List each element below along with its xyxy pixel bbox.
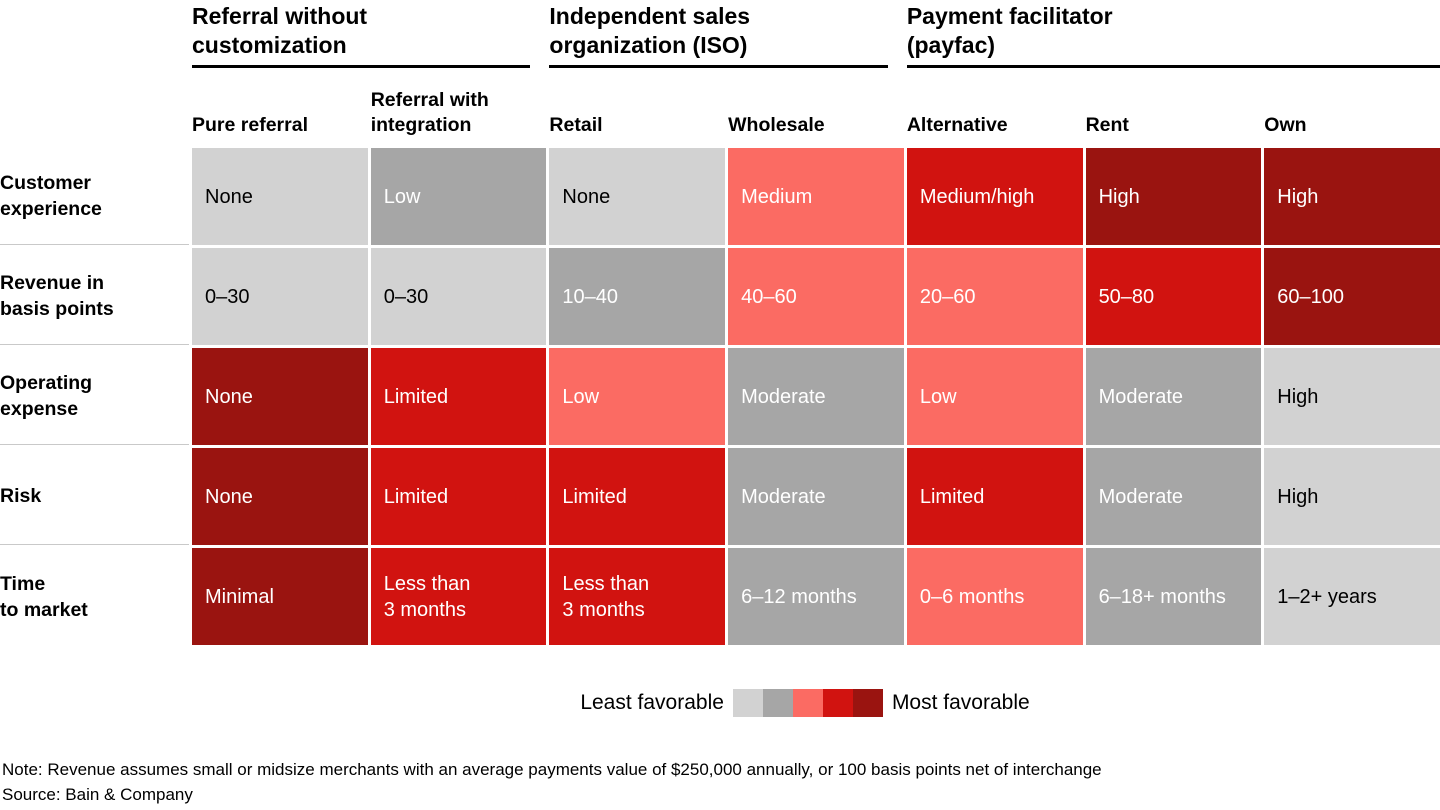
legend-swatch <box>762 689 793 717</box>
matrix-cell: 50–80 <box>1085 248 1262 345</box>
row-label: Customer experience <box>0 148 189 245</box>
matrix-cell: Low <box>549 348 726 445</box>
group-header: Payment facilitator (payfac) <box>906 0 1440 68</box>
matrix-cell: None <box>549 148 726 245</box>
footer: Note: Revenue assumes small or midsize m… <box>2 757 1102 807</box>
matrix-cell: 1–2+ years <box>1264 548 1440 645</box>
legend-swatch <box>792 689 823 717</box>
matrix-cell: 6–18+ months <box>1085 548 1262 645</box>
matrix-cell: 6–12 months <box>728 548 904 645</box>
matrix-cell: Limited <box>906 448 1083 545</box>
matrix-cell: Moderate <box>728 348 904 445</box>
matrix-cell: 0–30 <box>192 248 368 345</box>
column-header: Referral with integration <box>370 89 489 136</box>
group-header: Referral without customization <box>192 0 531 68</box>
matrix-cell: Limited <box>370 348 547 445</box>
matrix-cell: 0–6 months <box>906 548 1083 645</box>
legend-swatch <box>852 689 883 717</box>
legend-swatch <box>822 689 853 717</box>
group-header-spacer <box>0 0 189 68</box>
matrix-cell: Limited <box>549 448 726 545</box>
favorability-table: Referral without customization Independen… <box>0 0 1440 645</box>
legend-least-label: Least favorable <box>580 691 724 714</box>
matrix-cell: 60–100 <box>1264 248 1440 345</box>
matrix-cell: 40–60 <box>728 248 904 345</box>
matrix-cell: None <box>192 148 368 245</box>
column-header: Own <box>1264 114 1307 136</box>
row-label: Operating expense <box>0 348 189 445</box>
footnote: Note: Revenue assumes small or midsize m… <box>2 760 1102 779</box>
row-label: Revenue in basis points <box>0 248 189 345</box>
matrix-cell: None <box>192 348 368 445</box>
matrix-cell: Less than 3 months <box>549 548 726 645</box>
legend-swatch <box>732 689 763 717</box>
group-header: Independent sales organization (ISO) <box>549 0 888 68</box>
matrix-cell: None <box>192 448 368 545</box>
column-header-spacer <box>0 71 189 145</box>
matrix-cell: Limited <box>370 448 547 545</box>
column-header: Rent <box>1085 114 1129 136</box>
matrix-cell: High <box>1264 148 1440 245</box>
column-header: Retail <box>549 114 603 136</box>
matrix-cell: High <box>1264 448 1440 545</box>
matrix-cell: Low <box>906 348 1083 445</box>
column-header: Alternative <box>906 114 1008 136</box>
column-header: Wholesale <box>728 114 825 136</box>
matrix-cell: High <box>1264 348 1440 445</box>
color-scale-legend: Least favorable Most favorable <box>85 689 1440 717</box>
matrix-cell: Moderate <box>1085 348 1262 445</box>
matrix-cell: Moderate <box>1085 448 1262 545</box>
matrix-cell: Low <box>370 148 547 245</box>
matrix-cell: 10–40 <box>549 248 726 345</box>
matrix-cell: Less than 3 months <box>370 548 547 645</box>
legend-swatches <box>732 689 883 717</box>
matrix-cell: 20–60 <box>906 248 1083 345</box>
matrix-cell: 0–30 <box>370 248 547 345</box>
matrix-cell: Moderate <box>728 448 904 545</box>
source-line: Source: Bain & Company <box>2 785 193 804</box>
row-label: Risk <box>0 448 189 545</box>
matrix-cell: Medium <box>728 148 904 245</box>
matrix-cell: Minimal <box>192 548 368 645</box>
row-label: Time to market <box>0 572 88 621</box>
legend-most-label: Most favorable <box>891 691 1030 714</box>
matrix-cell: High <box>1085 148 1262 245</box>
matrix-cell: Medium/high <box>906 148 1083 245</box>
column-header: Pure referral <box>192 114 308 136</box>
